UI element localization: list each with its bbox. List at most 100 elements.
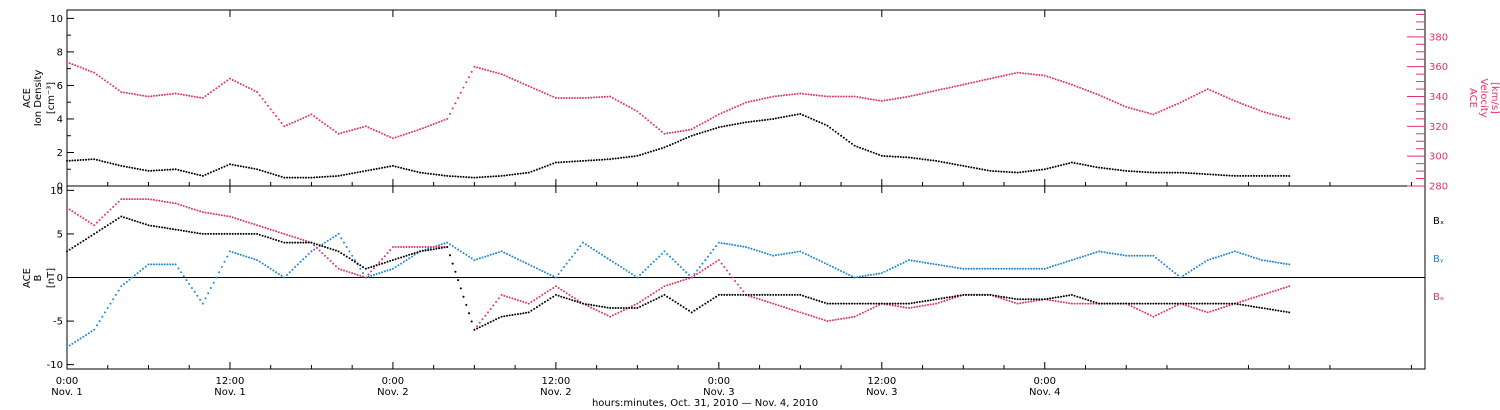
by-point: [106, 307, 109, 309]
bz-point: [1022, 301, 1024, 304]
velocity-point: [973, 81, 976, 84]
density-point: [1280, 174, 1283, 177]
density-point: [1217, 173, 1220, 176]
by-point: [410, 255, 413, 258]
bx-point: [152, 225, 155, 228]
by-point: [525, 262, 527, 265]
density-point: [704, 130, 707, 133]
density-point: [1201, 172, 1204, 175]
by-point: [1147, 254, 1149, 257]
by-point: [1277, 261, 1280, 264]
bottom-ylabel-2: B: [33, 274, 44, 281]
bz-point: [277, 231, 280, 234]
bx-point: [101, 227, 104, 230]
bx-point: [1231, 302, 1234, 305]
density-point: [267, 171, 269, 174]
bz-point: [1282, 287, 1285, 289]
bx-point: [182, 229, 185, 232]
bz-point: [516, 299, 519, 302]
bottom-panel-series: [66, 198, 1291, 349]
density-point: [636, 154, 639, 157]
bx-point: [633, 307, 636, 309]
bz-point: [598, 310, 601, 313]
by-point: [310, 250, 313, 253]
density-point: [514, 173, 517, 176]
density-point: [516, 172, 519, 175]
density-point: [326, 175, 329, 178]
velocity-point: [82, 67, 85, 70]
by-point: [742, 245, 745, 248]
by-point: [440, 243, 443, 246]
by-point: [872, 273, 875, 276]
density-point: [780, 116, 783, 119]
by-point: [362, 272, 364, 275]
velocity-point: [1236, 101, 1239, 103]
bx-point: [707, 300, 709, 303]
by-point: [636, 276, 639, 279]
by-point: [1005, 267, 1008, 270]
bz-point: [592, 307, 595, 310]
velocity-point: [93, 71, 96, 74]
velocity-point: [1157, 111, 1160, 113]
bx-point: [470, 320, 473, 323]
by-point: [728, 243, 731, 246]
by-point: [644, 268, 647, 271]
density-point: [869, 150, 872, 153]
density-point: [381, 166, 384, 169]
bx-point: [435, 247, 438, 250]
by-point: [812, 256, 815, 259]
density-point: [1209, 173, 1212, 176]
by-point: [783, 253, 785, 255]
by-point: [1152, 254, 1155, 257]
velocity-point: [85, 68, 87, 71]
by-point: [128, 278, 131, 281]
velocity-point: [690, 128, 693, 131]
by-point: [1000, 267, 1003, 270]
density-point: [924, 158, 927, 161]
density-point: [1263, 174, 1266, 177]
density-point: [563, 161, 565, 163]
by-point: [245, 255, 248, 258]
velocity-point: [992, 77, 995, 79]
velocity-point: [1087, 89, 1090, 92]
density-point: [1163, 171, 1166, 174]
bx-point: [166, 227, 169, 230]
legend-by: Bᵧ: [1433, 254, 1444, 265]
bx-point: [500, 315, 503, 318]
bx-point: [818, 300, 821, 302]
by-point: [821, 260, 823, 263]
bx-point: [962, 293, 965, 296]
by-point: [261, 262, 264, 265]
by-point: [177, 267, 180, 270]
density-point: [807, 116, 810, 119]
density-point: [891, 155, 894, 158]
velocity-point: [332, 128, 335, 131]
bz-point: [544, 292, 546, 295]
bz-point: [199, 210, 202, 213]
density-point: [416, 170, 419, 173]
bz-point: [1223, 306, 1225, 309]
density-point: [1198, 172, 1201, 175]
density-point: [997, 170, 1000, 173]
velocity-point: [408, 131, 411, 134]
bz-point: [1062, 301, 1065, 304]
velocity-point: [1000, 75, 1003, 78]
bz-point: [386, 252, 389, 255]
density-point: [951, 162, 954, 165]
velocity-point: [899, 96, 902, 99]
bx-point: [783, 293, 785, 296]
bx-point: [391, 259, 394, 262]
bx-point: [1274, 309, 1277, 312]
bx-point: [970, 293, 973, 296]
bx-point: [772, 293, 775, 296]
bz-point: [647, 295, 650, 298]
bx-point: [527, 311, 530, 314]
bx-point: [90, 234, 93, 237]
bx-point: [1035, 298, 1038, 301]
velocity-point: [234, 80, 237, 83]
by-point: [1125, 254, 1128, 257]
density-point: [965, 165, 967, 168]
bx-point: [443, 246, 446, 249]
bx-point: [582, 302, 584, 305]
velocity-point: [1155, 112, 1158, 115]
